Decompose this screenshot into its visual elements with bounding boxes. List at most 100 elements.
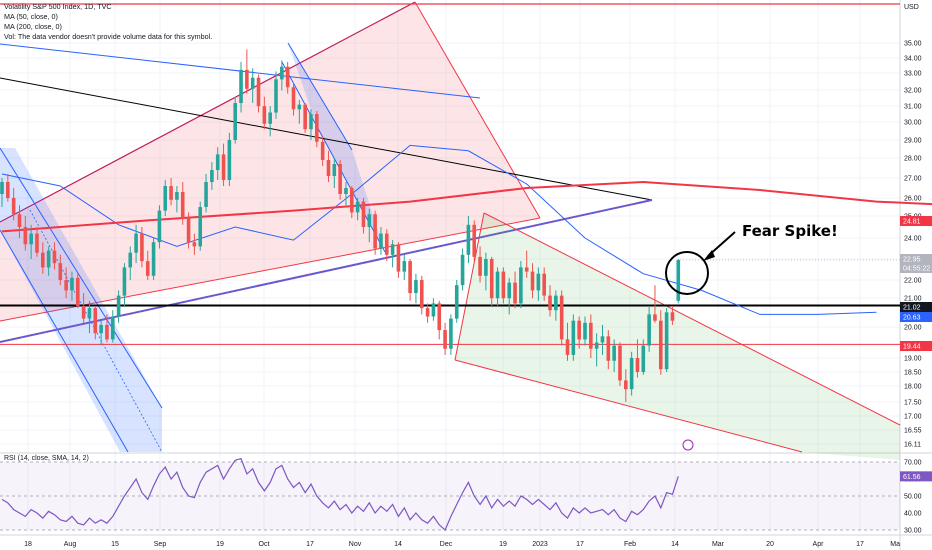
ma200-tag: 24.81 [900, 216, 932, 226]
date-tick-label: 17 [306, 541, 314, 548]
price-tag-text: 24.81 [903, 219, 921, 226]
ma200-line [1, 180, 932, 233]
candle [0, 178, 4, 207]
annotation-text: Fear Spike! [742, 222, 838, 240]
candle-body [186, 218, 191, 243]
candle [35, 227, 39, 257]
candle [484, 252, 488, 291]
candle [495, 267, 500, 306]
candle [629, 351, 634, 396]
candle-body [70, 277, 74, 291]
candle [635, 339, 640, 378]
candle [425, 303, 430, 323]
candle-body [227, 140, 232, 180]
candle [41, 242, 45, 274]
candle-body [35, 233, 39, 253]
candle-body [297, 104, 302, 110]
candle-body [431, 303, 436, 317]
candle [344, 182, 348, 206]
date-tick-label: 14 [671, 541, 679, 548]
chart-legend: Volatility S&P 500 Index, 1D, TVC MA (50… [4, 2, 212, 42]
candle-body [664, 312, 669, 370]
candle-body [419, 280, 424, 309]
candle-body [600, 336, 605, 343]
candle-body [315, 114, 319, 142]
candle-body [110, 316, 115, 340]
candle [280, 60, 284, 91]
candle [309, 109, 313, 140]
candle-body [379, 233, 383, 249]
candle [46, 246, 51, 276]
price-tag-bg [900, 341, 932, 351]
candle-body [99, 324, 103, 334]
candle [384, 229, 389, 262]
candle [291, 82, 296, 116]
candle-body [443, 330, 447, 349]
candle [116, 290, 121, 323]
candle-body [309, 114, 313, 130]
candle [414, 273, 418, 304]
candle-body [554, 295, 558, 311]
date-tick-label: 14 [394, 541, 402, 548]
candle-body [542, 273, 546, 296]
candle [676, 259, 681, 304]
time-axis: 18 Aug 15 Sep 19 Oct 17 Nov 14 Dec 19 2023 17 Feb 14 Ma… [24, 541, 900, 548]
candle-body [256, 77, 261, 107]
candle [513, 271, 517, 309]
legend-title: Volatility S&P 500 Index, 1D, TVC [4, 2, 112, 11]
candle [653, 285, 657, 323]
candle-body [612, 345, 616, 361]
candle [221, 143, 226, 186]
candle-body [408, 261, 412, 293]
red-triangle-upper-line [0, 1, 416, 223]
candle [262, 96, 267, 130]
rsi-tag-text: 61.56 [903, 474, 921, 481]
price-tick-label: 28.00 [904, 156, 922, 163]
low-line-tag: 19.44 [900, 341, 932, 351]
candle [145, 250, 150, 280]
candle-body [629, 358, 634, 390]
candle-body [676, 260, 681, 301]
candle [122, 263, 127, 306]
candle-body [624, 380, 628, 390]
candle [192, 233, 197, 255]
price-tick-label: 31.00 [904, 104, 922, 111]
candle [559, 290, 564, 346]
candle-body [361, 201, 366, 227]
price-tick-label: 33.00 [904, 71, 922, 78]
candle-body [175, 192, 179, 200]
candle [443, 322, 447, 355]
candle-body [122, 267, 127, 296]
price-tag-text: 04:55:22 [903, 266, 930, 273]
candle-body [0, 182, 4, 194]
candle [565, 322, 570, 361]
candle-body [303, 104, 307, 130]
date-tick-label: 19 [499, 541, 507, 548]
candle [128, 246, 133, 280]
candle [530, 263, 535, 299]
candle [664, 308, 669, 372]
candle [186, 212, 191, 249]
candle [449, 314, 453, 355]
candle-body [507, 282, 512, 299]
candle-body [489, 259, 494, 299]
candle [105, 314, 109, 343]
price-tick-label: 22.00 [904, 278, 922, 285]
price-tag-bg [900, 216, 932, 226]
price-tick-label: 32.00 [904, 88, 922, 95]
purple-trendline [0, 199, 653, 343]
candle [157, 205, 162, 249]
candle-body [559, 295, 564, 340]
legend-ma50: MA (50, close, 0) [4, 12, 58, 21]
date-tick-label: 17 [576, 541, 584, 548]
candle [408, 259, 412, 301]
candle [355, 198, 360, 221]
candle-body [373, 214, 377, 249]
price-tick-label: 20.00 [904, 325, 922, 332]
price-tick-label: 21.00 [904, 296, 922, 303]
candle-body [577, 320, 581, 340]
price-tick-label: 17.00 [904, 414, 922, 421]
blue-channel-oct-upper [287, 42, 353, 151]
green-wedge-left [454, 212, 485, 361]
